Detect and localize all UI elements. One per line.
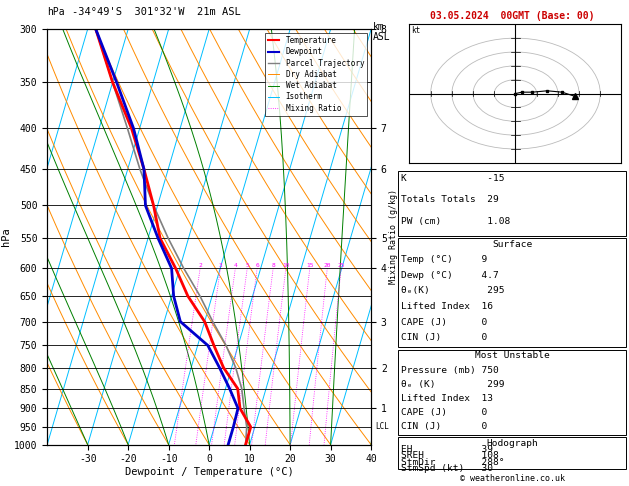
Text: 5: 5 — [245, 263, 249, 268]
Text: 4: 4 — [233, 263, 237, 268]
Text: Lifted Index  16: Lifted Index 16 — [401, 302, 493, 311]
Text: θₑ (K)         299: θₑ (K) 299 — [401, 380, 504, 389]
Text: K              -15: K -15 — [401, 174, 504, 183]
Text: hPa: hPa — [47, 7, 65, 17]
Text: 3: 3 — [218, 263, 222, 268]
Text: km: km — [373, 22, 385, 32]
Text: θₑ(K)          295: θₑ(K) 295 — [401, 286, 504, 295]
X-axis label: Dewpoint / Temperature (°C): Dewpoint / Temperature (°C) — [125, 467, 294, 477]
Text: Pressure (mb) 750: Pressure (mb) 750 — [401, 365, 498, 375]
Text: CIN (J)       0: CIN (J) 0 — [401, 333, 487, 342]
Y-axis label: hPa: hPa — [1, 227, 11, 246]
Text: © weatheronline.co.uk: © weatheronline.co.uk — [460, 474, 564, 483]
Text: -34°49'S  301°32'W  21m ASL: -34°49'S 301°32'W 21m ASL — [72, 7, 241, 17]
Legend: Temperature, Dewpoint, Parcel Trajectory, Dry Adiabat, Wet Adiabat, Isotherm, Mi: Temperature, Dewpoint, Parcel Trajectory… — [265, 33, 367, 116]
Text: 25: 25 — [337, 263, 345, 268]
Text: Hodograph: Hodograph — [486, 439, 538, 448]
Text: 20: 20 — [323, 263, 331, 268]
Text: StmSpd (kt)   30: StmSpd (kt) 30 — [401, 464, 493, 473]
Text: Dewp (°C)     4.7: Dewp (°C) 4.7 — [401, 271, 498, 280]
Text: ASL: ASL — [373, 32, 391, 42]
Text: Lifted Index  13: Lifted Index 13 — [401, 394, 493, 403]
Text: kt: kt — [411, 26, 421, 35]
Text: PW (cm)        1.08: PW (cm) 1.08 — [401, 217, 510, 226]
Text: Most Unstable: Most Unstable — [475, 351, 549, 361]
Text: 15: 15 — [306, 263, 313, 268]
Text: EH            39: EH 39 — [401, 445, 493, 454]
Text: Surface: Surface — [492, 240, 532, 249]
Y-axis label: Mixing Ratio (g/kg): Mixing Ratio (g/kg) — [389, 190, 399, 284]
Text: Temp (°C)     9: Temp (°C) 9 — [401, 255, 487, 264]
Text: StmDir        288°: StmDir 288° — [401, 458, 504, 467]
Text: 8: 8 — [271, 263, 275, 268]
Text: LCL: LCL — [375, 422, 389, 432]
Text: CAPE (J)      0: CAPE (J) 0 — [401, 408, 487, 417]
Text: Totals Totals  29: Totals Totals 29 — [401, 195, 498, 204]
Text: 6: 6 — [255, 263, 259, 268]
Text: 03.05.2024  00GMT (Base: 00): 03.05.2024 00GMT (Base: 00) — [430, 11, 594, 21]
Text: 10: 10 — [282, 263, 289, 268]
Text: 2: 2 — [198, 263, 202, 268]
Text: SREH          108: SREH 108 — [401, 451, 498, 461]
Text: CIN (J)       0: CIN (J) 0 — [401, 422, 487, 431]
Text: CAPE (J)      0: CAPE (J) 0 — [401, 318, 487, 327]
